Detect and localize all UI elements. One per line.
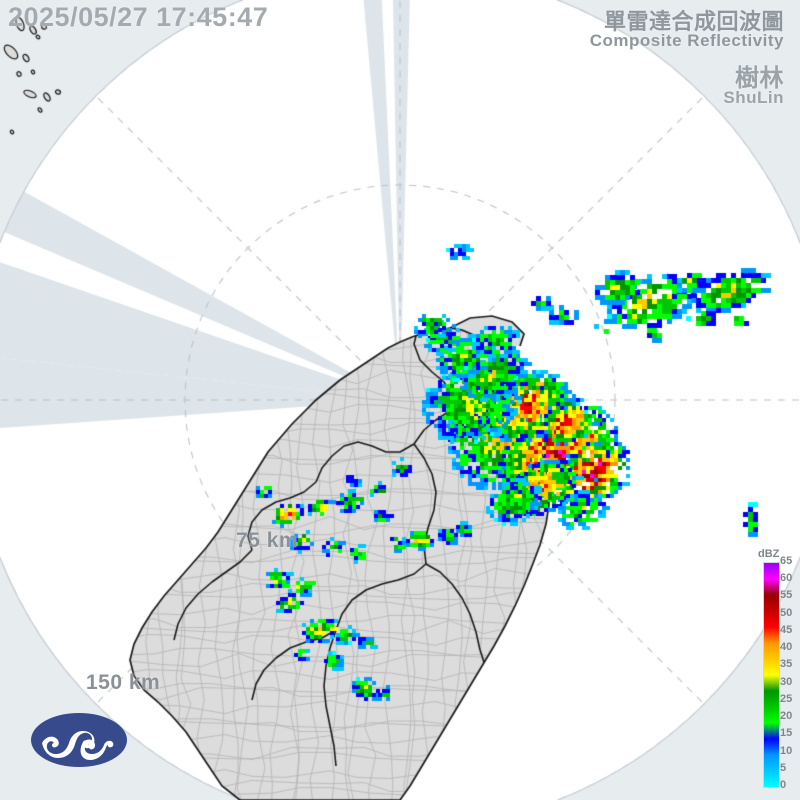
range-ring-label-150km: 150 km bbox=[86, 671, 161, 694]
legend-tick: 50 bbox=[780, 606, 793, 619]
legend-color-bar bbox=[763, 562, 780, 788]
product-title-en: Composite Reflectivity bbox=[589, 31, 784, 50]
legend-tick: 65 bbox=[780, 555, 793, 567]
product-title-zh: 單雷達合成回波圖 bbox=[603, 9, 784, 34]
station-name-zh: 樹林 bbox=[735, 65, 784, 92]
dbz-color-legend: dBZ 65 60 55 50 45 40 35 30 25 20 15 10 5 0 bbox=[754, 548, 798, 792]
station-name-en: ShuLin bbox=[723, 88, 784, 107]
cwa-logo-icon bbox=[31, 713, 127, 767]
legend-tick: 30 bbox=[780, 675, 793, 688]
legend-title: dBZ bbox=[758, 548, 780, 560]
legend-tick: 35 bbox=[780, 658, 793, 671]
legend-tick: 55 bbox=[780, 589, 793, 602]
legend-tick: 0 bbox=[780, 779, 787, 791]
legend-tick: 15 bbox=[780, 727, 793, 740]
range-ring-label-75km: 75 km bbox=[236, 529, 299, 552]
legend-tick: 40 bbox=[780, 641, 793, 654]
legend-tick: 10 bbox=[780, 744, 793, 757]
legend-tick: 60 bbox=[780, 572, 793, 585]
timestamp-label: 2025/05/27 17:45:47 bbox=[8, 2, 269, 32]
legend-tick: 45 bbox=[780, 623, 793, 636]
legend-tick: 5 bbox=[780, 761, 787, 774]
legend-tick: 25 bbox=[780, 692, 793, 705]
legend-tick-labels: 65 60 55 50 45 40 35 30 25 20 15 10 5 0 bbox=[780, 556, 798, 792]
legend-tick: 20 bbox=[780, 710, 793, 723]
